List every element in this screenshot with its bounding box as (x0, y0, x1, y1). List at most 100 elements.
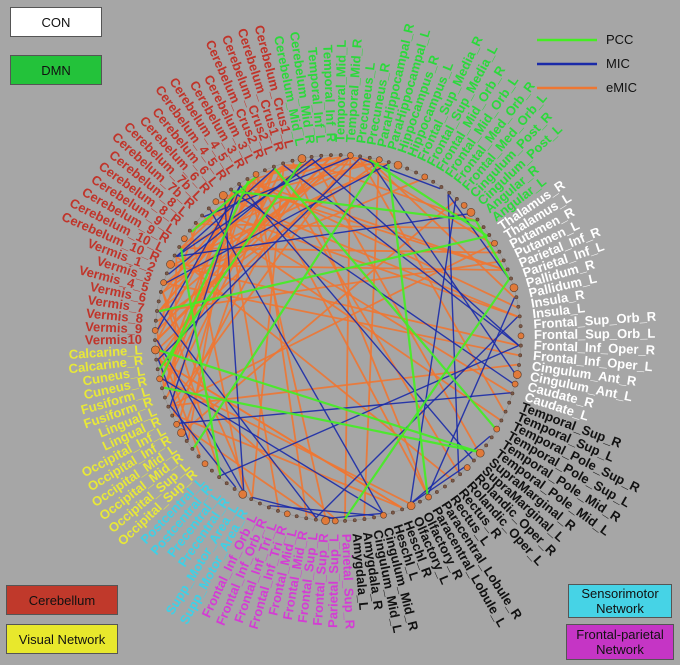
pcc-edge (387, 163, 429, 496)
region-node (321, 516, 330, 525)
sensorimotor-legend-box: Sensorimotor Network (568, 584, 672, 618)
emic-edge (177, 422, 317, 519)
region-node (245, 177, 250, 181)
region-node (518, 343, 523, 348)
region-node (414, 170, 418, 175)
frontal-parietal-legend-box: Frontal-parietal Network (566, 624, 674, 660)
mic-edge (157, 157, 361, 360)
region-node (517, 314, 522, 319)
mic-edge (176, 212, 470, 258)
pcc-edge (157, 348, 480, 453)
region-node (266, 505, 271, 510)
region-node (431, 179, 436, 184)
emic-edge (157, 358, 336, 520)
region-node (489, 435, 494, 440)
mic-edge (165, 163, 389, 284)
mic-edge (169, 185, 241, 407)
mic-edge (368, 159, 516, 375)
region-node (347, 152, 354, 159)
region-node (518, 353, 523, 358)
mic-edge (409, 465, 467, 505)
region-node (503, 409, 508, 414)
region-node (177, 245, 182, 249)
region-node (163, 395, 167, 400)
mic-edge (315, 316, 519, 519)
region-node (509, 276, 513, 281)
region-node (281, 161, 285, 166)
con-legend-label: CON (41, 14, 71, 30)
region-node (173, 420, 180, 428)
region-node (497, 249, 502, 254)
region-node (367, 155, 372, 160)
emic-edge (209, 209, 511, 394)
region-node (505, 267, 510, 272)
region-node (450, 478, 455, 483)
region-node (294, 514, 299, 519)
region-label: Frontal_Sup_R (310, 532, 331, 626)
region-node (170, 413, 175, 418)
emic-edge (224, 196, 519, 318)
region-node (238, 489, 248, 499)
region-node (499, 418, 504, 423)
pcc-edge (158, 235, 488, 313)
region-label: Amygdala_L (350, 532, 372, 610)
pcc-edge (163, 386, 479, 453)
mic-edge (409, 200, 457, 505)
emic-edge (203, 216, 501, 421)
pcc-edge (344, 278, 511, 520)
mic-edge (176, 157, 322, 258)
region-node (193, 220, 198, 225)
visual-network-legend-box: Visual Network (6, 624, 118, 654)
region-node (181, 235, 188, 242)
edge-legend: PCC MIC eMIC (537, 32, 637, 95)
region-node (166, 260, 175, 269)
pcc-edge (193, 161, 380, 449)
mic-edge (168, 158, 313, 275)
mic-edge (223, 196, 245, 493)
region-label: Vermis10 (85, 332, 142, 348)
dmn-legend-label: DMN (41, 62, 71, 78)
region-node (434, 490, 439, 494)
region-node (352, 518, 357, 523)
emic-edge (156, 339, 201, 456)
region-node (475, 217, 480, 222)
region-node (380, 511, 387, 519)
region-label: Vermis_9 (85, 319, 143, 336)
pcc-edge (179, 247, 222, 476)
con-legend-box: CON (10, 7, 102, 37)
region-node (155, 367, 160, 372)
region-labels-layer: Precuneus_RParaHippocampal_RParaHippocam… (59, 21, 657, 634)
region-node (443, 484, 447, 489)
region-node (481, 225, 486, 230)
mic-edge (156, 185, 241, 331)
region-node (276, 508, 280, 513)
visual-network-legend-label: Visual Network (18, 631, 106, 647)
mic-edge (409, 435, 491, 505)
region-node (509, 283, 519, 293)
region-node (493, 425, 501, 433)
region-node (511, 380, 519, 388)
region-node (466, 207, 476, 217)
region-node (177, 428, 186, 438)
region-node (237, 182, 242, 186)
region-node (309, 155, 314, 159)
region-node (362, 517, 367, 521)
region-label: Frontal_Sup_Orb_L (534, 326, 656, 342)
region-node (439, 185, 444, 189)
region-label: Temporal_Mid_L (332, 40, 349, 143)
emic-edge (190, 164, 285, 233)
region-node (153, 318, 158, 323)
region-node (376, 156, 383, 164)
region-node (338, 153, 343, 157)
mic-edge (239, 185, 473, 460)
region-node (160, 386, 164, 391)
region-node (331, 517, 339, 525)
pcc-legend-label: PCC (606, 32, 633, 47)
nodes-layer (151, 152, 525, 525)
region-label: Temporal_Mid_R (343, 38, 365, 143)
region-node (224, 481, 229, 486)
region-node (517, 363, 521, 367)
region-node (391, 510, 395, 515)
region-node (200, 213, 204, 218)
